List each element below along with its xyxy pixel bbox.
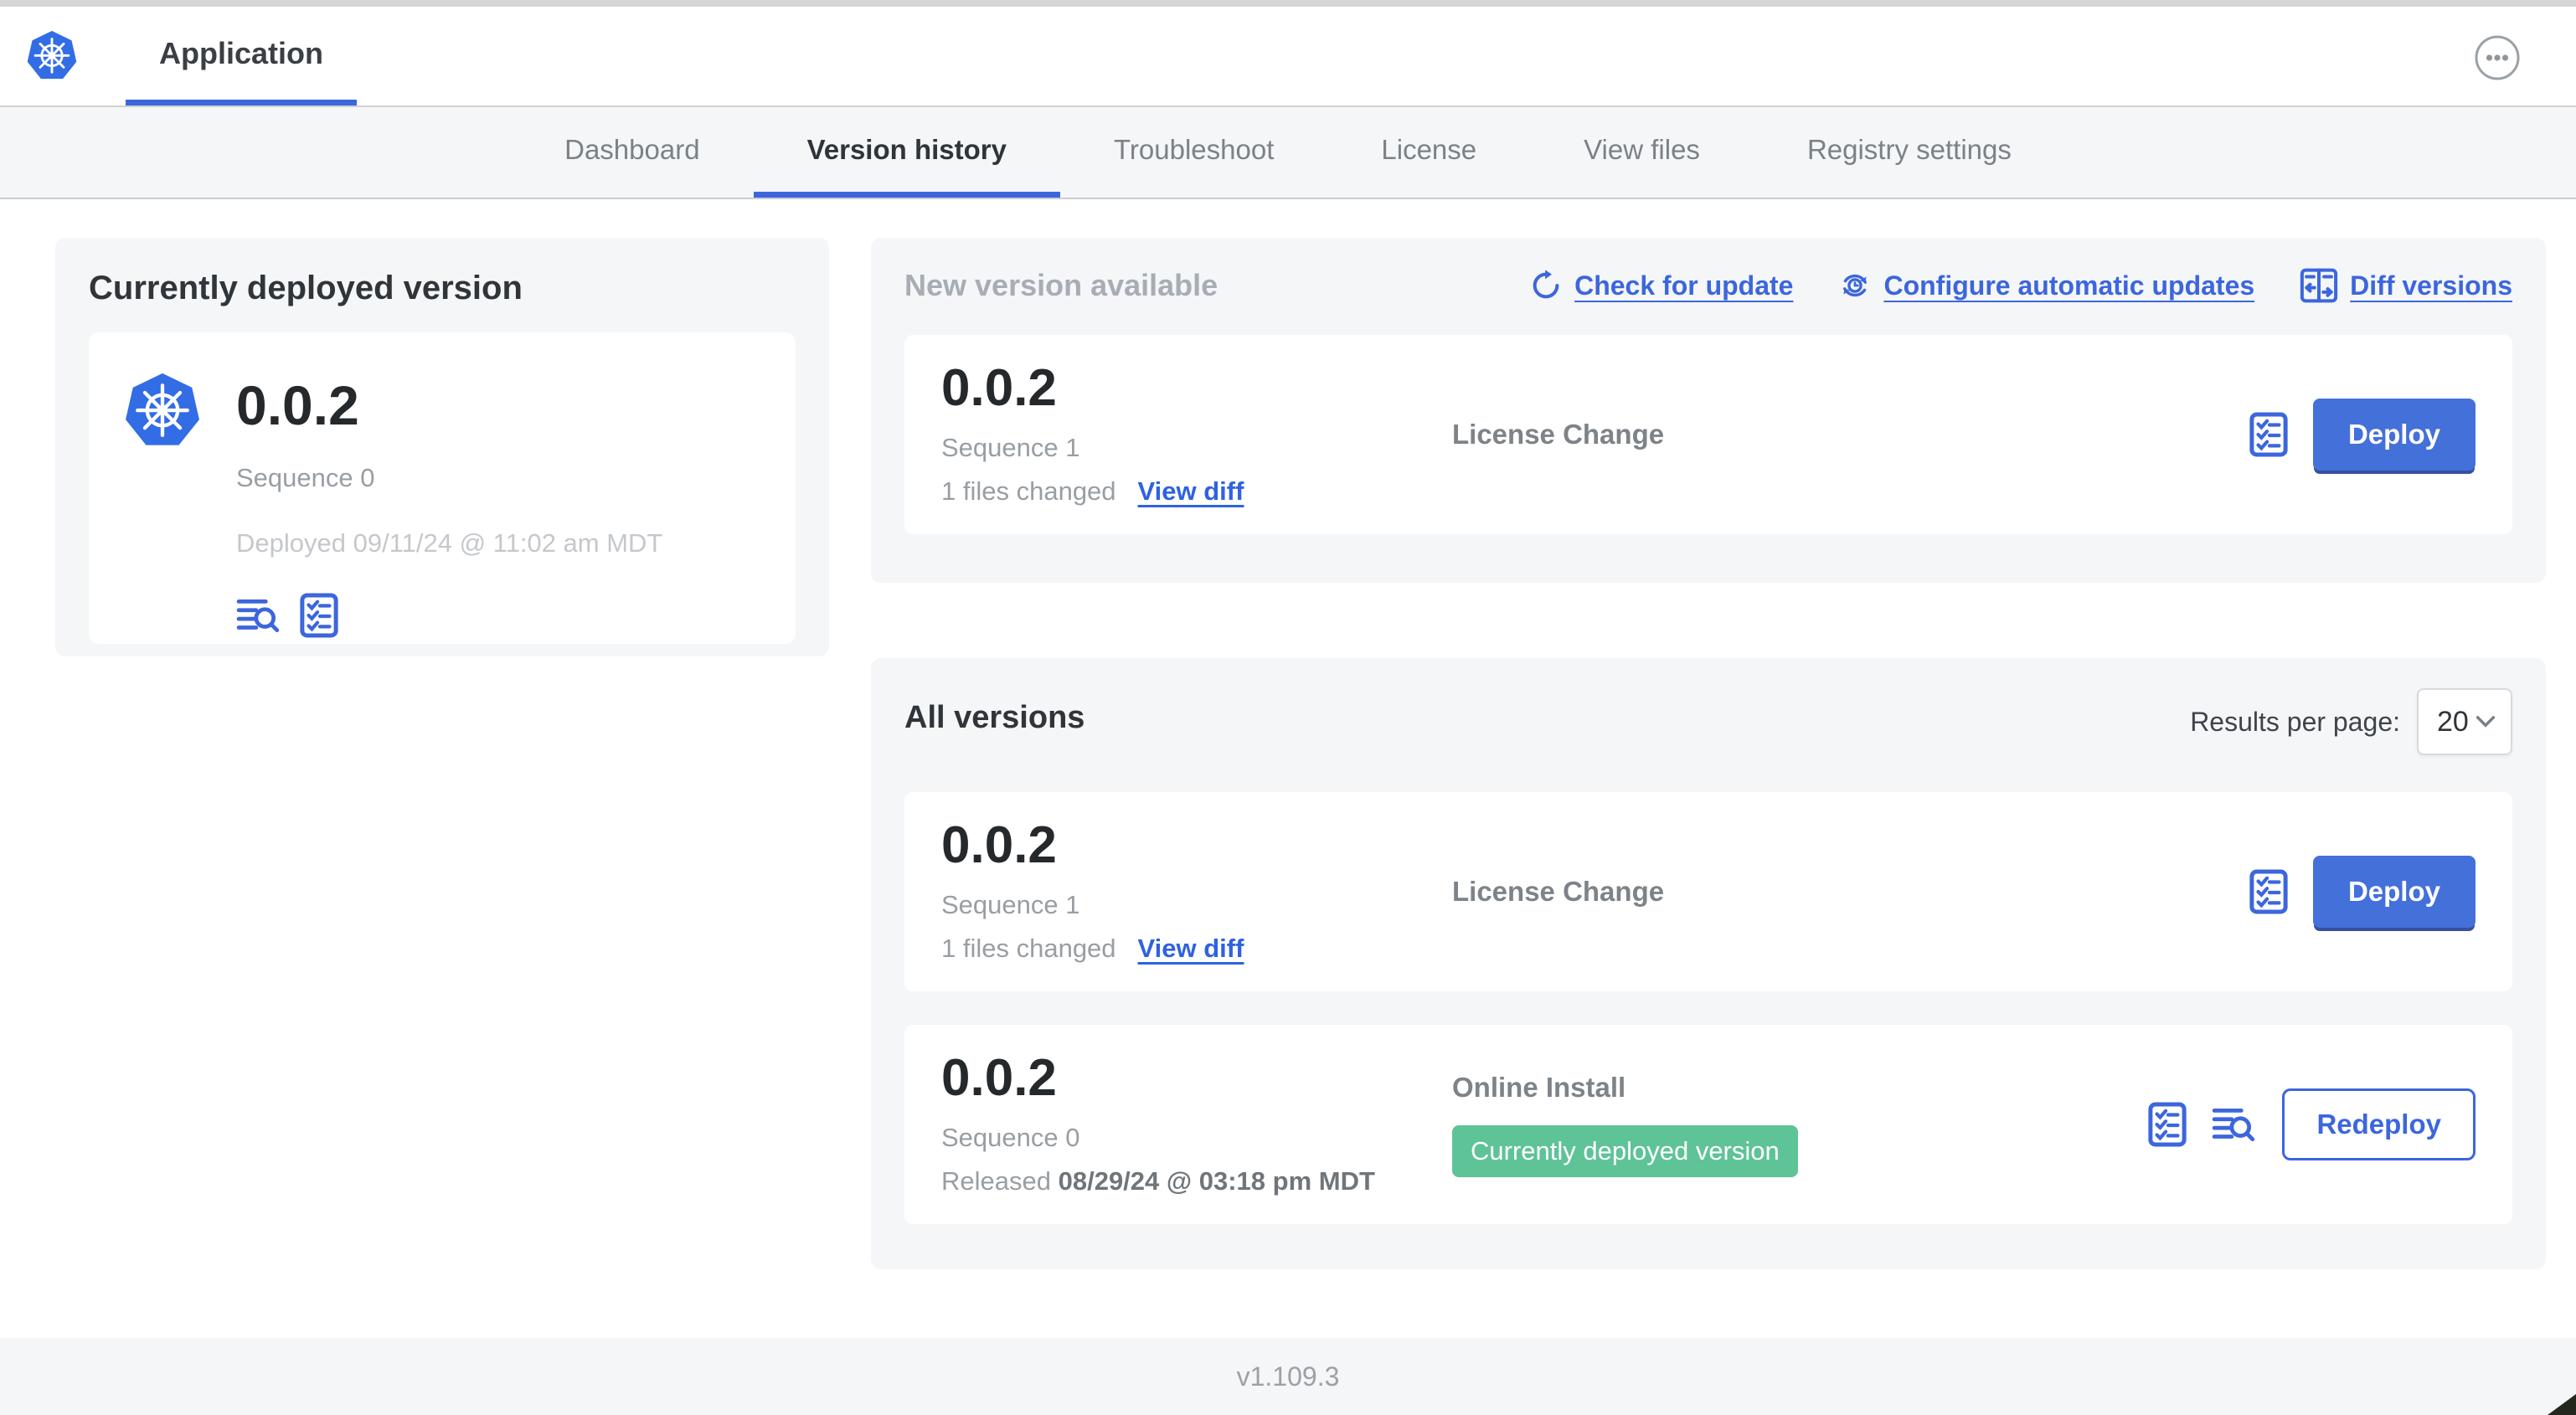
console-version: v1.109.3 — [1236, 1361, 1340, 1392]
ellipsis-icon — [2475, 35, 2520, 80]
deployed-version-card: 0.0.2 Sequence 0 Deployed 09/11/24 @ 11:… — [89, 332, 796, 644]
version-sequence: Sequence 1 — [941, 433, 1080, 462]
tab-version-history[interactable]: Version history — [753, 107, 1060, 198]
tab-troubleshoot[interactable]: Troubleshoot — [1113, 133, 1275, 165]
version-source-label: License Change — [1452, 419, 1665, 450]
currently-deployed-heading: Currently deployed version — [89, 270, 523, 306]
results-per-page-label: Results per page: — [2190, 706, 2400, 737]
version-number: 0.0.2 — [941, 1049, 1057, 1107]
deployed-version-actions — [236, 592, 662, 639]
tab-view-files[interactable]: View files — [1584, 133, 1700, 165]
version-source-label: License Change — [1452, 876, 1665, 907]
auto-update-icon — [1843, 274, 1868, 297]
check-for-update-link[interactable]: Check for update — [1529, 269, 1793, 302]
main-nav: Dashboard Version history Troubleshoot L… — [0, 107, 2576, 199]
files-changed-count: 1 files changed — [941, 934, 1116, 963]
refresh-icon — [1533, 270, 1559, 299]
deploy-button[interactable]: Deploy — [2312, 399, 2476, 471]
view-logs-icon[interactable] — [2212, 1105, 2257, 1144]
version-history-column: New version available Check for update — [871, 238, 2546, 1269]
view-diff-link[interactable]: View diff — [1137, 476, 1244, 506]
currently-deployed-panel: Currently deployed version 0.0.2 — [55, 238, 829, 656]
kubernetes-logo-icon — [122, 363, 203, 617]
kubernetes-logo-icon — [25, 29, 79, 83]
diff-icon — [2300, 268, 2338, 303]
app-title: Application — [159, 35, 323, 70]
new-version-panel: New version available Check for update — [871, 238, 2546, 583]
window-top-edge — [0, 0, 2576, 7]
version-number: 0.0.2 — [941, 816, 1057, 874]
version-sequence: Sequence 1 — [941, 890, 1080, 919]
app-header: Application — [0, 7, 2576, 107]
main-content: Currently deployed version 0.0.2 — [0, 199, 2576, 1269]
results-per-page-select[interactable]: 20 — [2417, 688, 2512, 755]
currently-deployed-badge: Currently deployed version — [1452, 1125, 1798, 1177]
tab-dashboard[interactable]: Dashboard — [564, 133, 700, 165]
new-version-row: 0.0.2 Sequence 1 1 files changed View di… — [904, 335, 2512, 534]
tab-registry-settings[interactable]: Registry settings — [1806, 133, 2012, 165]
version-sequence: Sequence 0 — [941, 1123, 1080, 1152]
deployed-timestamp: Deployed 09/11/24 @ 11:02 am MDT — [236, 528, 663, 558]
preflight-checks-icon[interactable] — [300, 592, 338, 639]
configure-automatic-updates-link[interactable]: Configure automatic updates — [1838, 269, 2254, 302]
preflight-checks-icon[interactable] — [2249, 411, 2288, 458]
mouse-cursor — [2548, 1394, 2576, 1415]
version-actions-links: Check for update — [1529, 268, 2512, 303]
version-source-label: Online Install — [1452, 1072, 1626, 1103]
version-row-sequence-0: 0.0.2 Sequence 0 Released 08/29/24 @ 03:… — [904, 1025, 2512, 1224]
deploy-button[interactable]: Deploy — [2312, 856, 2476, 928]
deployed-sequence: Sequence 0 — [236, 463, 375, 492]
all-versions-panel: All versions Results per page: 20 0.0.2 … — [871, 658, 2546, 1269]
redeploy-button[interactable]: Redeploy — [2282, 1088, 2476, 1160]
version-number: 0.0.2 — [941, 359, 1057, 417]
deployed-version-number: 0.0.2 — [236, 374, 359, 436]
preflight-checks-icon[interactable] — [2148, 1101, 2187, 1148]
view-logs-icon[interactable] — [236, 596, 281, 635]
files-changed-count: 1 files changed — [941, 476, 1116, 506]
version-row-sequence-1: 0.0.2 Sequence 1 1 files changed View di… — [904, 792, 2512, 991]
new-version-heading: New version available — [904, 268, 1218, 302]
preflight-checks-icon[interactable] — [2249, 868, 2288, 915]
view-diff-link[interactable]: View diff — [1137, 934, 1244, 963]
released-timestamp: Released 08/29/24 @ 03:18 pm MDT — [941, 1166, 1375, 1196]
results-per-page: Results per page: 20 — [2190, 688, 2512, 755]
diff-versions-link[interactable]: Diff versions — [2300, 268, 2512, 303]
all-versions-heading: All versions — [904, 700, 1085, 735]
chevron-down-icon — [2476, 716, 2496, 728]
tab-license[interactable]: License — [1381, 133, 1477, 165]
app-footer: v1.109.3 — [0, 1338, 2576, 1415]
overflow-menu-button[interactable] — [2474, 34, 2521, 81]
app-title-tab[interactable]: Application — [126, 7, 357, 105]
